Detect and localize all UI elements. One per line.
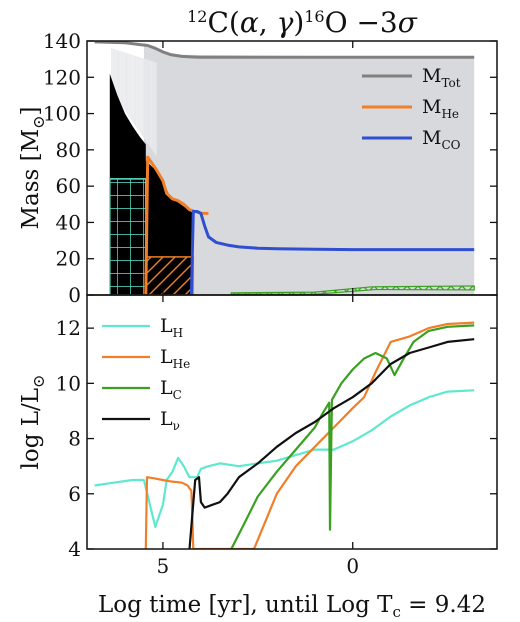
y-tick-label: 60 [56, 174, 81, 198]
y-tick-label: 4 [68, 537, 81, 561]
y-tick-label: 120 [43, 65, 81, 89]
mass-panel: 0 20 40 60 80 100 120 140 Mass [M⊙] MTot MHe MCO [18, 29, 498, 307]
luminosity-legend: LH LHe LC Lν [102, 315, 190, 433]
y-tick-label: 6 [68, 482, 81, 506]
envelope-streaks [111, 48, 157, 156]
y-tick-label: 20 [56, 247, 81, 271]
luminosity-series-line-1 [144, 321, 475, 549]
luminosity-axis-title: log L/L⊙ [18, 375, 48, 470]
x-tick-label: 0 [346, 554, 359, 578]
legend-label: MHe [422, 96, 459, 121]
legend-label: LC [160, 377, 182, 402]
legend-label: LH [160, 315, 183, 340]
luminosity-series-line-2 [230, 324, 475, 549]
mass-series-line-0 [94, 41, 475, 59]
time-axis-title: Log time [yr], until Log Tc = 9.42 [98, 592, 486, 621]
y-tick-label: 0 [68, 283, 81, 307]
mass-series-line-2 [189, 210, 475, 295]
mass-legend: MTot MHe MCO [362, 65, 461, 152]
y-tick-label: 140 [43, 29, 81, 53]
y-tick-label: 80 [56, 138, 81, 162]
y-tick-label: 8 [68, 427, 81, 451]
h-burning-convection-region [109, 178, 147, 295]
luminosity-panel-frame [86, 294, 498, 550]
legend-label: Lν [160, 408, 180, 433]
mass-axis-title: Mass [M⊙] [18, 106, 48, 229]
he-burning-convection-region [145, 256, 195, 295]
chart-title: 12C(α, γ)16O −3σ [187, 6, 418, 39]
luminosity-series-line-3 [188, 338, 475, 549]
y-tick-label: 40 [56, 210, 81, 234]
luminosity-series-line-0 [94, 389, 475, 528]
legend-label: LHe [160, 346, 190, 371]
x-tick-label: 5 [157, 554, 170, 578]
y-tick-label: 10 [56, 371, 81, 395]
legend-label: MTot [422, 65, 461, 90]
legend-label: MCO [422, 127, 461, 152]
luminosity-panel: 4 6 8 10 12 5 0 log L/L⊙ LH LHe LC Lν [18, 294, 498, 578]
y-tick-label: 100 [43, 102, 81, 126]
y-tick-label: 12 [56, 316, 81, 340]
